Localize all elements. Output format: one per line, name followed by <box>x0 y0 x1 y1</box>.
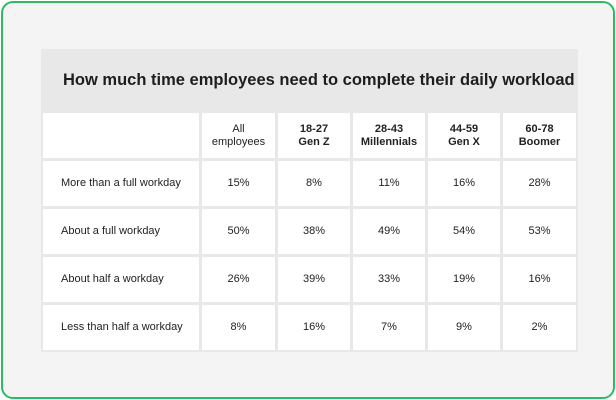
table-cell: 33% <box>353 257 425 302</box>
header-text: Millennials <box>360 135 418 148</box>
row-label: Less than half a workday <box>43 305 199 350</box>
header-cell: 28-43 Millennials <box>353 113 425 158</box>
header-text: Gen X <box>448 135 480 148</box>
table-cell: 26% <box>202 257 275 302</box>
header-text: Boomer <box>518 135 561 148</box>
table-cell: 39% <box>278 257 350 302</box>
table-cell: 54% <box>428 209 500 254</box>
table-cell: 9% <box>428 305 500 350</box>
table-cell: 16% <box>503 257 576 302</box>
header-cell: 44-59 Gen X <box>428 113 500 158</box>
table-cell: 50% <box>202 209 275 254</box>
header-text: 44-59 <box>449 122 479 135</box>
table-cell: 15% <box>202 161 275 206</box>
table-cell: 11% <box>353 161 425 206</box>
header-cell: 60-78 Boomer <box>503 113 576 158</box>
row-label: About a full workday <box>43 209 199 254</box>
table-cell: 16% <box>278 305 350 350</box>
header-text: All <box>232 122 245 135</box>
table-cell: 2% <box>503 305 576 350</box>
table-cell: 8% <box>202 305 275 350</box>
table-cell: 38% <box>278 209 350 254</box>
table-cell: 28% <box>503 161 576 206</box>
table-panel: How much time employees need to complete… <box>41 49 578 352</box>
header-text: Gen Z <box>298 135 330 148</box>
table-title: How much time employees need to complete… <box>63 71 575 89</box>
header-text: 60-78 <box>525 122 554 135</box>
table-cell: 16% <box>428 161 500 206</box>
header-cell: 18-27 Gen Z <box>278 113 350 158</box>
table-cell: 19% <box>428 257 500 302</box>
header-cell: All employees <box>202 113 275 158</box>
header-text: 28-43 <box>374 122 404 135</box>
table-cell: 8% <box>278 161 350 206</box>
table-cell: 53% <box>503 209 576 254</box>
table-cell: 49% <box>353 209 425 254</box>
table: All employees 18-27 Gen Z 28-43 Millennials 44… <box>43 113 576 350</box>
row-label: About half a workday <box>43 257 199 302</box>
row-label: More than a full workday <box>43 161 199 206</box>
table-cell: 7% <box>353 305 425 350</box>
header-text: 18-27 <box>299 122 329 135</box>
header-text: employees <box>211 135 266 148</box>
header-cell <box>43 113 199 158</box>
